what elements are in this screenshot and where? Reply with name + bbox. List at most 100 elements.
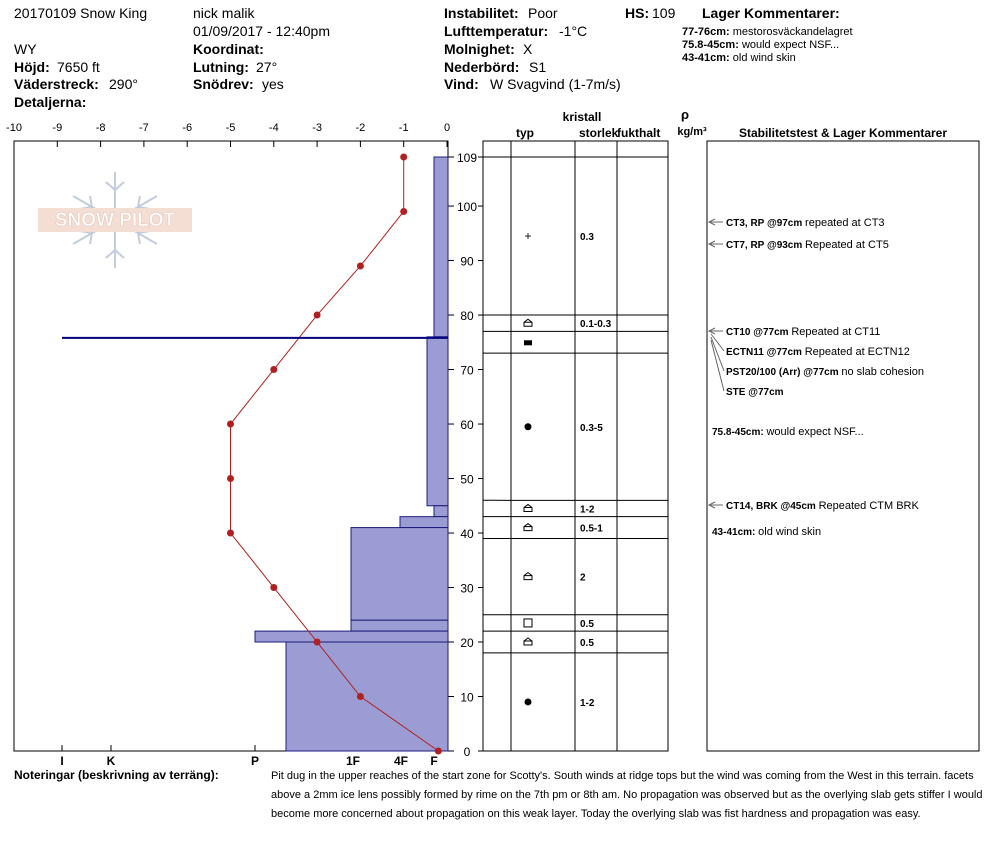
stability-test-label: CT14, BRK @45cm bbox=[726, 501, 819, 512]
hardness-bar bbox=[433, 156, 449, 338]
height-tick-label: 20 bbox=[460, 636, 474, 650]
grain-size-label: 1-2 bbox=[580, 504, 595, 515]
grain-square-icon bbox=[523, 618, 533, 628]
height-tick-label: 90 bbox=[460, 255, 474, 269]
grain-size-label: 0.3 bbox=[580, 232, 594, 243]
temperature-tick-label: -9 bbox=[52, 122, 62, 134]
hardness-tick-label: 1F bbox=[346, 754, 360, 768]
temperature-point bbox=[227, 529, 234, 537]
grain-size-label: 0.1-0.3 bbox=[580, 319, 612, 330]
snowpilot-logo: SNOW PILOT bbox=[38, 172, 192, 268]
height-axis: 0 10 20 30 40 50 60 70 80 90 100 109 bbox=[448, 151, 483, 759]
slope-value: 27° bbox=[256, 59, 278, 75]
temperature-point bbox=[434, 747, 442, 755]
stability-test-text: CT14, BRK @45cm Repeated CTM BRK bbox=[726, 500, 919, 512]
height-tick-label: 70 bbox=[460, 364, 474, 378]
temperature-tick-label: 0 bbox=[444, 122, 450, 134]
snowflake-icon bbox=[72, 172, 158, 268]
stability-arrow-head bbox=[707, 218, 716, 226]
stability-test-row: 75.8-45cm: would expect NSF... bbox=[712, 426, 864, 438]
stability-test-label: STE @77cm bbox=[726, 387, 784, 398]
sky-label: Molnighet: bbox=[444, 41, 515, 57]
grain-facet-icon bbox=[523, 522, 533, 532]
stability-test-comment: Repeated at CT5 bbox=[805, 239, 889, 251]
grain-round-icon bbox=[524, 423, 532, 431]
stability-arrow-head bbox=[707, 327, 716, 335]
wind-label: Vind: bbox=[444, 76, 479, 92]
stability-test-row: 43-41cm: old wind skin bbox=[712, 526, 821, 538]
stability-test-comment: repeated at CT3 bbox=[805, 217, 885, 229]
air-temperature-value: -1°C bbox=[559, 23, 588, 39]
snow-profile-chart: SNOW PILOT -10 -9 -8 -7 -6 -5 -4 -3 -2 -1 0 I K P 1F 4… bbox=[6, 107, 980, 768]
stability-test-row: STE @77cm bbox=[710, 339, 784, 398]
column-moisture: fukthalt bbox=[617, 126, 660, 140]
temperature-tick-label: -3 bbox=[312, 122, 322, 134]
hardness-bar bbox=[426, 336, 449, 507]
grain-round-icon bbox=[524, 698, 532, 706]
hardness-bar bbox=[399, 516, 449, 529]
column-size: storlek bbox=[579, 126, 619, 140]
stability-test-text: CT3, RP @97cm repeated at CT3 bbox=[726, 217, 885, 229]
temperature-point bbox=[313, 311, 321, 319]
air-temperature-label: Lufttemperatur: bbox=[444, 23, 549, 39]
layer-table: +0.3 0.1-0.3 0.3-5 1-2 0.5-1 2 0.5 0.5 1-2 CT3, … bbox=[482, 140, 980, 752]
layer-comment-depth: 75.8-45cm: bbox=[682, 39, 739, 51]
grain-facet-icon bbox=[523, 571, 533, 581]
height-tick-label: 40 bbox=[460, 527, 474, 541]
hardness-bar bbox=[350, 619, 449, 632]
stability-column-frame bbox=[706, 140, 980, 752]
temperature-profile bbox=[227, 153, 442, 755]
height-tick-label: 0 bbox=[464, 745, 471, 759]
precipitation-value: S1 bbox=[529, 59, 547, 75]
layer-comment-depth: 43-41cm: bbox=[682, 52, 730, 64]
column-density: kg/m³ bbox=[677, 126, 707, 138]
stability-test-text: ECTN11 @77cm Repeated at ECTN12 bbox=[726, 346, 910, 358]
elevation-value: 7650 ft bbox=[57, 59, 100, 75]
stability-test-label: CT10 @77cm bbox=[726, 327, 791, 338]
hardness-axis: I K P 1F 4F F bbox=[60, 745, 438, 768]
stability-test-label: 75.8-45cm: bbox=[712, 427, 766, 438]
wind-value: W Svagvind (1-7m/s) bbox=[490, 76, 621, 92]
layer-rows: +0.3 0.1-0.3 0.3-5 1-2 0.5-1 2 0.5 0.5 1-2 bbox=[483, 156, 668, 709]
height-tick-label: 60 bbox=[460, 418, 474, 432]
grain-size-label: 2 bbox=[580, 573, 586, 584]
hardness-tick-label: I bbox=[60, 754, 63, 768]
stability-test-label: PST20/100 (Arr) @77cm bbox=[726, 367, 841, 378]
stability-arrow bbox=[710, 333, 725, 352]
stability-test-row: CT10 @77cm Repeated at CT11 bbox=[707, 326, 880, 338]
stability-test-comment: no slab cohesion bbox=[841, 366, 924, 378]
hardness-tick-label: 4F bbox=[394, 754, 408, 768]
stability-test-label: CT3, RP @97cm bbox=[726, 218, 805, 229]
grain-ice-icon bbox=[524, 340, 532, 346]
pit-datetime: 01/09/2017 - 12:40pm bbox=[193, 23, 330, 39]
grain-facet-icon bbox=[523, 318, 533, 327]
grain-size-label: 0.5-1 bbox=[580, 524, 603, 535]
stability-test-text: CT10 @77cm Repeated at CT11 bbox=[726, 326, 880, 338]
stability-test-row: ECTN11 @77cm Repeated at ECTN12 bbox=[710, 333, 910, 358]
column-type: typ bbox=[516, 126, 534, 140]
temperature-line bbox=[230, 157, 439, 752]
notes-text: Pit dug in the upper reaches of the star… bbox=[271, 770, 983, 820]
temperature-point bbox=[356, 693, 364, 701]
stability-label: Instabilitet: bbox=[444, 5, 519, 21]
stability-test-text: STE @77cm bbox=[726, 387, 784, 398]
stability-arrow-head bbox=[707, 240, 716, 248]
layer-comment-1: 77-76cm: mestorosväckandelagret bbox=[682, 24, 853, 40]
notes-label: Noteringar (beskrivning av terräng): bbox=[14, 768, 219, 782]
stability-test-comment: Repeated at ECTN12 bbox=[805, 346, 910, 358]
hardness-bar bbox=[254, 630, 449, 643]
layer-comment-text: would expect NSF... bbox=[741, 39, 840, 51]
stability-test-comment: Repeated at CT11 bbox=[791, 326, 880, 338]
sky-value: X bbox=[523, 41, 533, 57]
stability-arrow bbox=[710, 336, 725, 372]
grain-facet-icon bbox=[523, 503, 533, 512]
temperature-point bbox=[270, 584, 278, 592]
hardness-bar bbox=[350, 527, 449, 621]
layer-comment-text: old wind skin bbox=[732, 52, 796, 64]
grain-size-label: 0.5 bbox=[580, 638, 594, 649]
grain-size-label: 0.3-5 bbox=[580, 423, 603, 434]
temperature-point bbox=[270, 366, 278, 374]
temperature-tick-label: -10 bbox=[6, 122, 22, 134]
stability-test-row: CT7, RP @93cm Repeated at CT5 bbox=[707, 239, 889, 251]
hardness-tick-label: P bbox=[251, 754, 259, 768]
